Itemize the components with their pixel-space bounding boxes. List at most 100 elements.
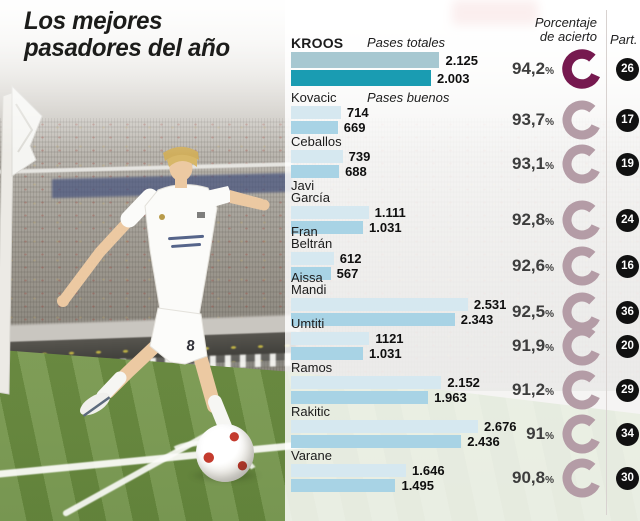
percent-sign: % — [545, 263, 554, 274]
accuracy-donut-icon — [562, 100, 602, 140]
accuracy-donut-icon — [562, 414, 602, 454]
accuracy-percentage: 91% — [500, 424, 554, 444]
total-passes-bar — [291, 298, 468, 311]
good-passes-value: 669 — [343, 120, 366, 135]
accuracy-percentage: 91,9% — [500, 336, 554, 356]
accuracy-percentage: 92,5% — [500, 302, 554, 322]
player-bars: 2.152 1.963 — [291, 375, 523, 405]
good-passes-bar — [291, 70, 431, 86]
accuracy-donut-icon — [562, 370, 602, 410]
percent-sign: % — [545, 66, 554, 77]
total-passes-value: 1121 — [375, 331, 404, 346]
good-passes-line: 1.031 — [291, 220, 523, 235]
accuracy-percentage: 93,1% — [500, 154, 554, 174]
percent-sign: % — [545, 475, 554, 486]
participations-badge: 36 — [616, 300, 639, 324]
total-passes-line: 739 — [291, 149, 523, 164]
row-stats-cluster: 92,5% 36 — [500, 290, 639, 334]
good-passes-value: 1.495 — [401, 478, 435, 493]
participations-badge: 30 — [616, 466, 639, 490]
player-name-line: Ceballos — [291, 134, 640, 149]
good-passes-line: 2.436 — [291, 434, 523, 449]
good-passes-line: 2.003 — [291, 70, 523, 86]
participations-badge: 29 — [616, 378, 639, 402]
accuracy-percentage: 94,2% — [500, 59, 554, 79]
accuracy-column-header: Porcentaje de acierto — [535, 16, 597, 44]
player-kroos: 8 — [57, 146, 270, 464]
accuracy-donut-icon — [562, 458, 602, 498]
total-passes-bar — [291, 106, 341, 119]
good-passes-line: 567 — [291, 266, 523, 281]
player-name-line: Varane — [291, 449, 640, 462]
player-bars: 612 567 — [291, 251, 523, 281]
percent-sign: % — [545, 431, 554, 442]
player-name-line: Fran Beltrán — [291, 225, 640, 250]
total-passes-value: 739 — [348, 149, 371, 164]
good-passes-value: 2.436 — [467, 434, 500, 449]
player-name-line: Kovacic Pases buenos — [291, 90, 640, 105]
total-passes-value: 612 — [339, 251, 362, 266]
accuracy-value: 92,8 — [512, 210, 546, 229]
total-passes-line: 1121 — [291, 331, 523, 346]
accuracy-value: 92,6 — [512, 256, 546, 275]
participations-badge: 16 — [616, 254, 639, 278]
player-name: Umtiti — [291, 316, 325, 331]
accuracy-value: 91,2 — [512, 380, 546, 399]
good-passes-bar — [291, 347, 364, 360]
accuracy-header-line1: Porcentaje — [534, 15, 597, 30]
accuracy-donut-icon — [562, 292, 602, 332]
good-passes-line: 688 — [291, 164, 523, 179]
player-name: Ceballos — [291, 134, 342, 149]
total-passes-bar — [291, 464, 407, 477]
percent-sign: % — [545, 217, 554, 228]
accuracy-percentage: 93,7% — [500, 110, 554, 130]
good-passes-bar — [291, 121, 338, 134]
good-passes-value: 688 — [345, 164, 367, 179]
row-stats-cluster: 92,8% 24 — [500, 198, 639, 242]
row-stats-cluster: 93,1% 19 — [500, 142, 639, 186]
player-name: KROOS — [291, 35, 344, 51]
player-row: Kovacic Pases buenos 714 669 93,7% 17 — [291, 90, 640, 140]
total-passes-line: 2.152 — [291, 375, 523, 390]
player-name-line: Rakitic — [291, 405, 640, 418]
player-name: Aissa Mandi — [291, 270, 327, 297]
player-bars: 1.646 1.495 — [291, 463, 523, 493]
player-bars: 1.111 1.031 — [291, 205, 523, 235]
good-passes-line: 669 — [291, 120, 523, 135]
player-row: Umtiti 1121 1.031 91,9% 20 — [291, 316, 640, 366]
title-line1: Los mejores — [24, 7, 163, 35]
percent-sign: % — [545, 309, 554, 320]
participations-badge: 20 — [616, 334, 639, 358]
total-passes-line: 2.676 — [291, 419, 523, 434]
accuracy-value: 93,7 — [512, 110, 546, 129]
row-stats-cluster: 90,8% 30 — [500, 456, 639, 500]
series-axis-label: Pases buenos — [367, 90, 450, 105]
total-passes-bar — [291, 420, 478, 433]
player-bars: 2.531 2.343 — [291, 297, 523, 327]
player-bars: 1121 1.031 — [291, 331, 523, 361]
participations-column-header: Part. — [610, 32, 638, 47]
percent-sign: % — [545, 387, 554, 398]
total-passes-bar — [291, 332, 370, 345]
total-passes-bar — [291, 376, 442, 389]
accuracy-donut-icon — [562, 200, 602, 240]
accuracy-value: 91 — [526, 424, 546, 443]
series-axis-label: Pases totales — [367, 35, 446, 50]
player-name: Kovacic — [291, 90, 337, 105]
participations-badge: 26 — [616, 57, 639, 81]
total-passes-value: 2.152 — [447, 375, 480, 390]
player-name-line: KROOS Pases totales — [291, 35, 640, 51]
percent-sign: % — [545, 117, 554, 128]
good-passes-value: 1.031 — [369, 220, 402, 235]
player-bars: 2.676 2.436 — [291, 419, 523, 449]
total-passes-line: 2.531 — [291, 297, 523, 312]
player-row: Fran Beltrán 612 567 92,6% 16 — [291, 225, 640, 286]
row-stats-cluster: 91,2% 29 — [500, 368, 639, 412]
page-title: Los mejores pasadores del año — [24, 8, 230, 62]
svg-text:8: 8 — [186, 337, 196, 355]
player-name-line: Javi García — [291, 179, 640, 204]
row-stats-cluster: 91,9% 20 — [500, 324, 639, 368]
accuracy-donut-icon — [562, 246, 602, 286]
accuracy-value: 93,1 — [512, 154, 546, 173]
player-row: KROOS Pases totales 2.125 2.003 94,2% 26 — [291, 35, 640, 89]
